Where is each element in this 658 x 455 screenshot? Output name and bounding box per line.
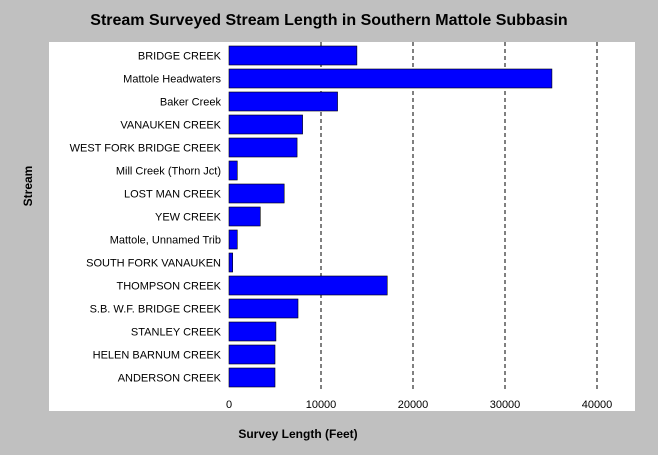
category-label: BRIDGE CREEK	[138, 51, 222, 63]
bar	[228, 183, 285, 204]
bar	[228, 252, 233, 273]
x-axis-label: Survey Length (Feet)	[238, 427, 358, 441]
x-tick-label: 30000	[490, 399, 521, 411]
bar	[228, 206, 261, 227]
x-tick-label: 10000	[306, 399, 337, 411]
category-labels: BRIDGE CREEK Mattole Headwaters Baker Cree…	[70, 51, 222, 385]
bar	[228, 229, 238, 250]
bar	[228, 275, 388, 296]
x-tick-labels: 0 10000 20000 30000 40000	[226, 399, 612, 411]
bar	[228, 68, 553, 89]
category-label: WEST FORK BRIDGE CREEK	[70, 143, 222, 155]
bar	[228, 137, 298, 158]
bar	[228, 45, 358, 66]
bars	[228, 45, 553, 388]
category-label: Mill Creek (Thorn Jct)	[116, 166, 221, 178]
category-label: YEW CREEK	[155, 212, 222, 224]
category-label: Mattole Headwaters	[123, 74, 221, 86]
bar	[228, 114, 303, 135]
x-tick-label: 40000	[582, 399, 613, 411]
category-label: HELEN BARNUM CREEK	[93, 350, 222, 362]
bar	[228, 91, 338, 112]
category-label: THOMPSON CREEK	[116, 281, 221, 293]
bar	[228, 160, 238, 181]
category-label: S.B. W.F. BRIDGE CREEK	[90, 304, 222, 316]
category-label: VANAUKEN CREEK	[120, 120, 221, 132]
category-label: Mattole, Unnamed Trib	[110, 235, 221, 247]
bar	[228, 321, 277, 342]
bar	[228, 367, 276, 388]
category-label: LOST MAN CREEK	[124, 189, 222, 201]
category-label: Baker Creek	[160, 97, 222, 109]
x-tick-label: 0	[226, 399, 232, 411]
chart-title: Stream Surveyed Stream Length in Souther…	[90, 12, 568, 29]
bar	[228, 344, 276, 365]
category-label: STANLEY CREEK	[131, 327, 222, 339]
category-label: ANDERSON CREEK	[118, 373, 222, 385]
plot-area	[49, 42, 635, 411]
category-label: SOUTH FORK VANAUKEN	[86, 258, 221, 270]
x-tick-label: 20000	[398, 399, 429, 411]
bar	[228, 298, 299, 319]
